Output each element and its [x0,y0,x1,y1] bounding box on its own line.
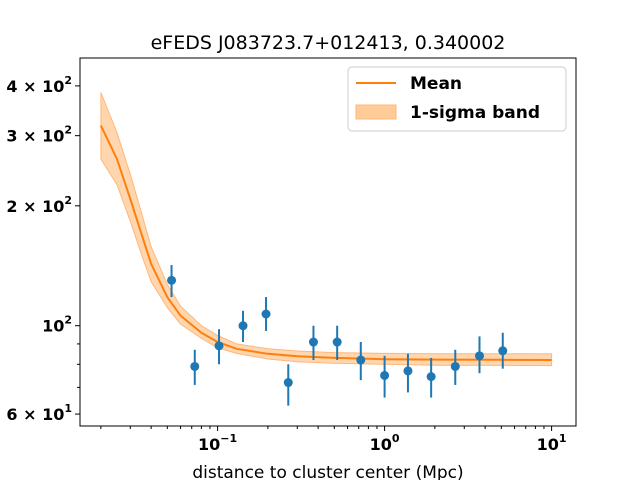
data-points [167,265,508,406]
legend-mean-label: Mean [410,74,462,94]
point-marker [332,337,342,347]
y-tick-label: 6 × 101 [6,402,72,424]
point-marker [450,361,460,371]
point-marker [498,346,508,356]
x-tick-label: 101 [537,432,567,454]
data-point [380,355,390,398]
data-point [403,353,413,393]
x-tick-label: 10−1 [198,432,237,454]
y-tick-label: 102 [42,314,72,336]
point-marker [474,351,484,361]
point-marker [356,355,366,365]
y-tick-label: 3 × 102 [6,124,72,146]
point-marker [426,372,436,382]
y-axis-ticks: 6 × 101 102 2 × 102 3 × 102 4 × 102 [6,74,80,424]
point-marker [283,378,293,388]
point-marker [261,309,271,319]
data-point [450,349,460,385]
data-point [474,336,484,374]
y-tick-label: 4 × 102 [6,74,72,96]
point-marker [214,341,224,351]
plot-area [99,92,553,406]
x-tick-label: 100 [370,432,400,454]
data-point [167,265,177,298]
data-point [332,325,342,361]
data-point [214,329,224,365]
x-axis-label: distance to cluster center (Mpc) [192,463,463,480]
sigma-band [100,92,553,367]
data-point [283,364,293,406]
axes-frame [79,57,577,427]
data-point [308,325,318,361]
legend-band-swatch [355,104,397,120]
y-tick-label: 2 × 102 [6,194,72,216]
data-point [426,357,436,398]
data-point [498,332,508,369]
point-marker [238,321,248,331]
chart-title: eFEDS J083723.7+012413, 0.340002 [151,32,506,54]
data-point [238,310,248,343]
data-point [190,349,200,385]
legend-band-label: 1-sigma band [410,103,540,123]
point-marker [190,361,200,371]
legend-box [347,66,567,132]
legend: Mean 1-sigma band [347,66,567,132]
point-marker [403,366,413,376]
data-point [356,342,366,381]
point-marker [167,275,177,285]
x-axis-ticks: 10−1 100 101 [100,426,567,454]
mean-line [99,125,552,361]
data-point [261,297,271,331]
point-marker [380,370,390,380]
point-marker [308,337,318,347]
